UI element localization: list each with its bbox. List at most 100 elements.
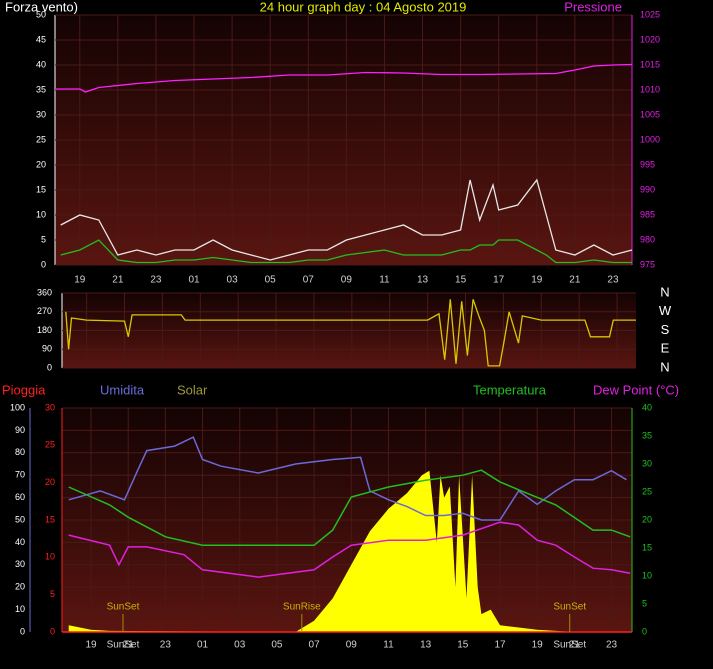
area bbox=[68, 470, 631, 632]
y3-tick-label: 15 bbox=[45, 514, 55, 524]
y2-tick-label: 995 bbox=[640, 159, 655, 169]
x-tick-label: 21 bbox=[112, 275, 124, 286]
y2-tick-label: 1000 bbox=[640, 134, 660, 144]
x-tick-label: 11 bbox=[379, 275, 390, 286]
x-tick-label: 17 bbox=[494, 640, 506, 651]
x-tick-label: 17 bbox=[493, 275, 505, 286]
y-tick-label: 0 bbox=[20, 626, 25, 636]
x-tick-label: 09 bbox=[341, 275, 353, 286]
y2-tick-label: 15 bbox=[642, 542, 652, 552]
x-tick-label: 05 bbox=[265, 275, 277, 286]
y2-tick-label: 0 bbox=[642, 626, 647, 636]
x-tick-label: 19 bbox=[74, 275, 86, 286]
line bbox=[68, 521, 631, 578]
y2-tick-label: 1025 bbox=[640, 9, 660, 19]
y2-label: Pressione bbox=[564, 0, 622, 14]
y-tick-label: 100 bbox=[10, 402, 25, 412]
x-tick-label: 15 bbox=[457, 640, 469, 651]
line bbox=[68, 469, 631, 546]
y-tick-label: 5 bbox=[41, 234, 46, 244]
y3-tick-label: 10 bbox=[45, 552, 55, 562]
compass-label: W bbox=[659, 303, 672, 318]
x-tick-label: 11 bbox=[383, 640, 394, 651]
chart-title: 24 hour graph day : 04 Agosto 2019 bbox=[260, 0, 467, 14]
annotation: SunSet bbox=[107, 602, 140, 613]
x-tick-label: 19 bbox=[532, 640, 544, 651]
y-tick-label: 20 bbox=[36, 159, 46, 169]
y-tick-label: 80 bbox=[15, 447, 25, 457]
y-tick-label: 10 bbox=[15, 604, 25, 614]
x-tick-label: 13 bbox=[417, 275, 429, 286]
y2-tick-label: 1020 bbox=[640, 34, 660, 44]
y2-tick-label: 30 bbox=[642, 458, 652, 468]
x-tick-label: 09 bbox=[346, 640, 358, 651]
x-tick-label: 03 bbox=[227, 275, 239, 286]
y-tick-label: 20 bbox=[15, 582, 25, 592]
x-tick-label: 23 bbox=[160, 640, 172, 651]
y3-tick-label: 0 bbox=[50, 626, 55, 636]
y2-tick-label: 40 bbox=[642, 402, 652, 412]
line bbox=[65, 299, 636, 367]
x-tick-label: 15 bbox=[455, 275, 467, 286]
legend-label: Temperatura bbox=[473, 382, 547, 397]
x-tick-label: 21 bbox=[569, 275, 581, 286]
x-tick-label: 19 bbox=[85, 640, 97, 651]
y-tick-label: 270 bbox=[37, 306, 52, 316]
x-tick-label: 07 bbox=[303, 275, 315, 286]
legend-label: Solar bbox=[177, 382, 208, 397]
y2-tick-label: 980 bbox=[640, 234, 655, 244]
legend-label: Umidita bbox=[100, 382, 145, 397]
y-tick-label: 90 bbox=[42, 344, 52, 354]
annotation: SunRise bbox=[283, 602, 321, 613]
y-tick-label: 15 bbox=[36, 184, 46, 194]
y2-tick-label: 1005 bbox=[640, 109, 660, 119]
y2-tick-label: 975 bbox=[640, 259, 655, 269]
y-label: Forza vento) bbox=[5, 0, 78, 14]
y-tick-label: 45 bbox=[36, 34, 46, 44]
y2-tick-label: 5 bbox=[642, 598, 647, 608]
y-tick-label: 40 bbox=[15, 537, 25, 547]
y3-tick-label: 5 bbox=[50, 589, 55, 599]
x-tick-label: 07 bbox=[309, 640, 321, 651]
y-tick-label: 25 bbox=[36, 134, 46, 144]
y-tick-label: 10 bbox=[36, 209, 46, 219]
y-tick-label: 50 bbox=[36, 9, 46, 19]
y-tick-label: 70 bbox=[15, 470, 25, 480]
x-tick-label: 23 bbox=[606, 640, 618, 651]
line bbox=[60, 178, 633, 261]
line bbox=[68, 436, 627, 521]
y3-tick-label: 25 bbox=[45, 440, 55, 450]
y2-tick-label: 25 bbox=[642, 486, 652, 496]
y-tick-label: 0 bbox=[47, 362, 52, 372]
y2-tick-label: 20 bbox=[642, 514, 652, 524]
y2-tick-label: 10 bbox=[642, 570, 652, 580]
x-tick-label: 19 bbox=[531, 275, 543, 286]
y-tick-label: 0 bbox=[41, 259, 46, 269]
y3-tick-label: 30 bbox=[45, 402, 55, 412]
x-tick-label: 23 bbox=[150, 275, 162, 286]
line bbox=[60, 239, 632, 264]
compass-label: E bbox=[661, 341, 670, 356]
x-tick-label: 21 bbox=[569, 640, 581, 651]
x-tick-label: 03 bbox=[234, 640, 246, 651]
y2-tick-label: 1010 bbox=[640, 84, 660, 94]
axis-annotation: SunSet bbox=[553, 640, 586, 651]
line bbox=[55, 63, 633, 93]
compass-label: N bbox=[660, 359, 669, 374]
y2-tick-label: 990 bbox=[640, 184, 655, 194]
x-tick-label: 05 bbox=[271, 640, 283, 651]
y-tick-label: 360 bbox=[37, 287, 52, 297]
legend-label: Dew Point (°C) bbox=[593, 382, 679, 397]
x-tick-label: 01 bbox=[197, 640, 209, 651]
y-tick-label: 60 bbox=[15, 492, 25, 502]
y-tick-label: 50 bbox=[15, 514, 25, 524]
y2-tick-label: 1015 bbox=[640, 59, 660, 69]
y-tick-label: 40 bbox=[36, 59, 46, 69]
x-tick-label: 13 bbox=[420, 640, 432, 651]
y2-tick-label: 35 bbox=[642, 430, 652, 440]
y-tick-label: 30 bbox=[15, 559, 25, 569]
x-tick-label: 21 bbox=[123, 640, 135, 651]
axis-annotation: SunSet bbox=[107, 640, 140, 651]
y-tick-label: 30 bbox=[36, 109, 46, 119]
